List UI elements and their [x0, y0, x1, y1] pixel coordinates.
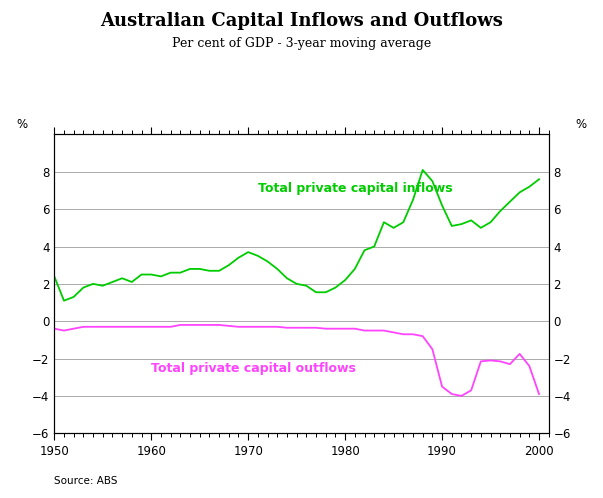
- Text: Total private capital outflows: Total private capital outflows: [151, 362, 356, 374]
- Text: %: %: [16, 119, 28, 131]
- Text: Australian Capital Inflows and Outflows: Australian Capital Inflows and Outflows: [100, 12, 503, 30]
- Text: Total private capital inflows: Total private capital inflows: [258, 182, 452, 195]
- Text: Source: ABS: Source: ABS: [54, 476, 118, 486]
- Text: %: %: [575, 119, 587, 131]
- Text: Per cent of GDP - 3-year moving average: Per cent of GDP - 3-year moving average: [172, 37, 431, 50]
